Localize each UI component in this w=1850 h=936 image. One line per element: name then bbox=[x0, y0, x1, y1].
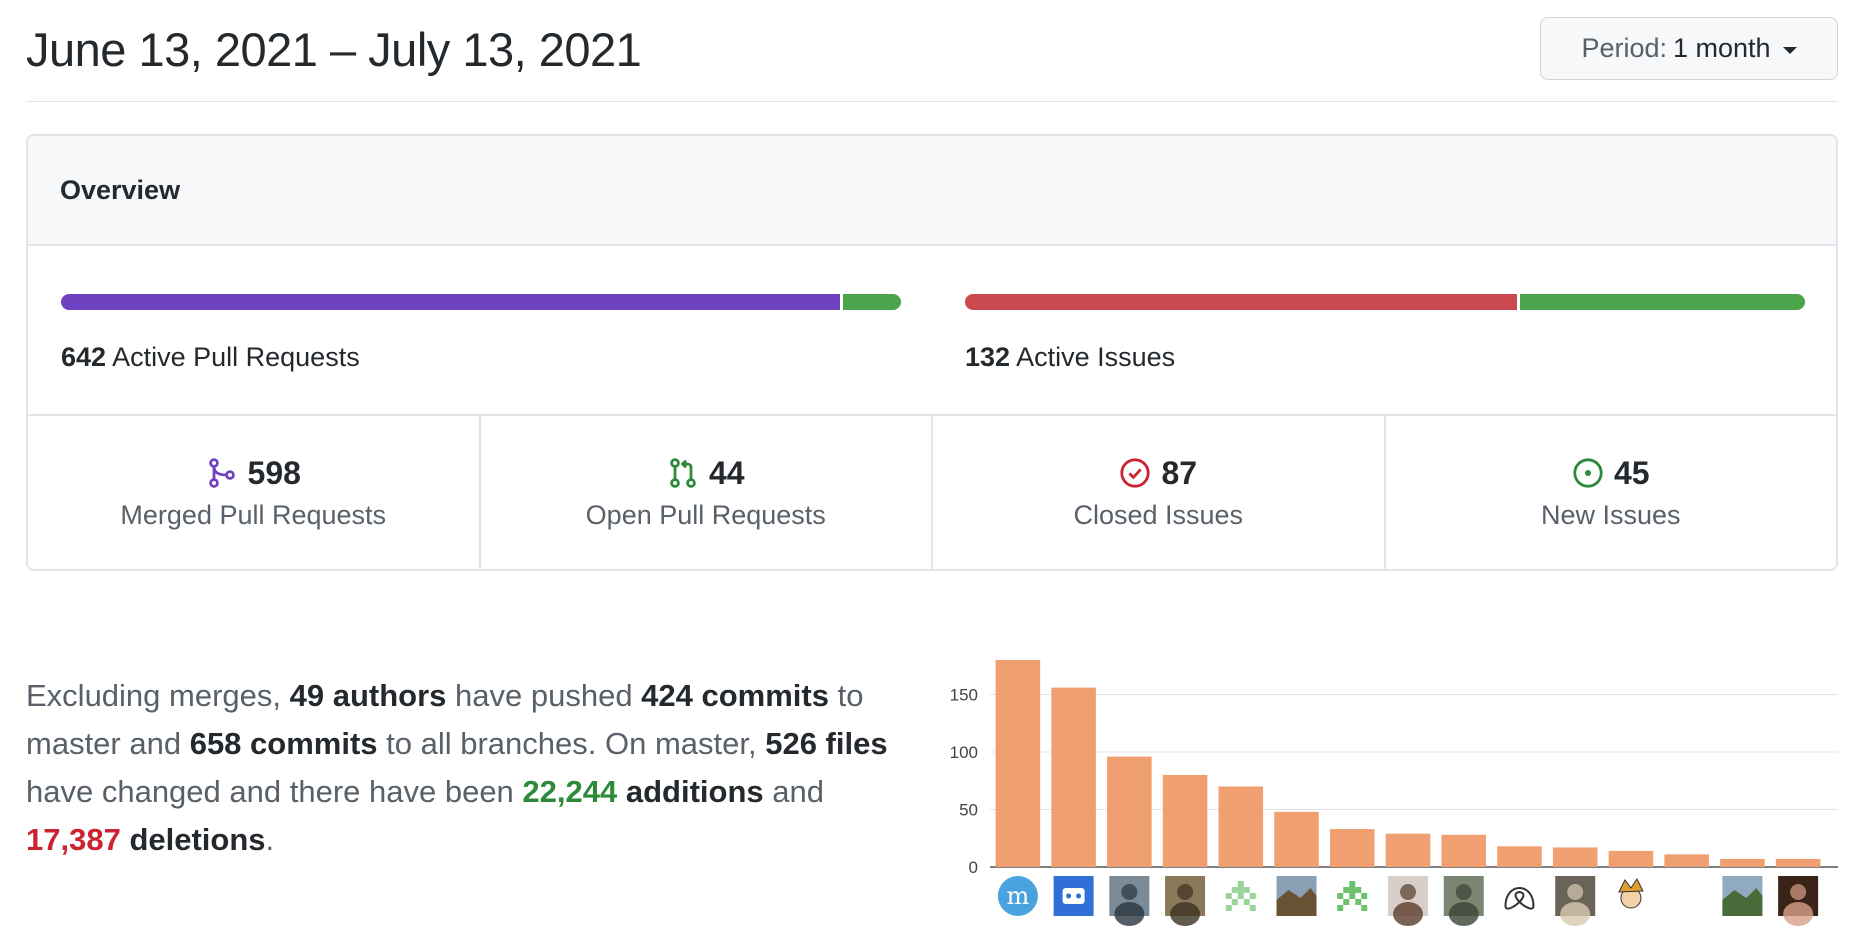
overview-panel: Overview 642 Active Pull Requests 132 Ac… bbox=[26, 134, 1838, 571]
active-pull-requests-label: Active Pull Requests bbox=[112, 342, 360, 372]
contributor-bar[interactable] bbox=[1329, 829, 1375, 867]
pull-request-icon bbox=[670, 458, 696, 488]
new-issues-label: New Issues bbox=[1540, 499, 1681, 530]
contributor-bar[interactable] bbox=[1274, 811, 1319, 867]
pull-requests-progress-bar[interactable] bbox=[61, 294, 901, 310]
additions-label: additions bbox=[625, 774, 764, 809]
open-prs-label: Open Pull Requests bbox=[585, 499, 826, 530]
contributor-avatar[interactable] bbox=[1109, 876, 1150, 926]
contributor-bar[interactable] bbox=[1608, 850, 1654, 867]
contributor-bar[interactable] bbox=[1552, 847, 1598, 867]
contributor-avatar[interactable] bbox=[1053, 876, 1094, 916]
contributor-avatar[interactable] bbox=[1276, 876, 1317, 916]
files-changed-count: 526 files bbox=[765, 726, 888, 761]
additions-count: 22,244 bbox=[522, 774, 618, 809]
contributor-bar[interactable] bbox=[1051, 687, 1096, 867]
deletions-count: 17,387 bbox=[26, 822, 121, 857]
merged-prs-value: 598 bbox=[247, 454, 301, 491]
contributor-avatar[interactable] bbox=[1443, 876, 1484, 926]
contributor-bar[interactable] bbox=[995, 660, 1041, 867]
stat-closed-issues[interactable]: 87 Closed Issues bbox=[933, 416, 1386, 569]
summary-text: have pushed bbox=[446, 678, 642, 713]
active-issues-count: 132 bbox=[965, 342, 1011, 372]
y-tick-label: 50 bbox=[959, 801, 978, 820]
date-range-title: June 13, 2021 – July 13, 2021 bbox=[26, 23, 642, 76]
contributor-avatar[interactable] bbox=[1666, 876, 1707, 916]
contributor-bar[interactable] bbox=[1441, 834, 1487, 867]
contributor-bar[interactable] bbox=[1218, 786, 1264, 868]
contributor-avatar[interactable] bbox=[1332, 876, 1373, 916]
all-branches-commits-count: 658 commits bbox=[189, 726, 378, 761]
contributor-avatar[interactable] bbox=[1610, 876, 1651, 916]
issue-closed-icon bbox=[1120, 458, 1151, 488]
contributor-avatar[interactable] bbox=[1555, 876, 1596, 926]
contributor-bar[interactable] bbox=[1107, 756, 1152, 867]
y-tick-label: 150 bbox=[950, 686, 978, 705]
commit-summary: Excluding merges, 49 authors have pushed… bbox=[26, 672, 926, 864]
summary-text: . bbox=[265, 822, 275, 857]
contributor-bar[interactable] bbox=[1497, 846, 1542, 867]
overview-title: Overview bbox=[28, 136, 1836, 246]
merged-prs-segment bbox=[61, 294, 841, 310]
closed-issues-segment bbox=[965, 294, 1517, 310]
contributor-bar[interactable] bbox=[1162, 775, 1208, 867]
y-tick-label: 0 bbox=[969, 858, 978, 877]
open-prs-value: 44 bbox=[708, 454, 745, 491]
new-issues-segment bbox=[1519, 294, 1805, 310]
summary-text: and bbox=[763, 774, 824, 809]
contributor-avatar[interactable] bbox=[1722, 876, 1763, 916]
contributors-bar-chart-svg: 0 50 100 150 m bbox=[950, 660, 1838, 926]
active-issues-caption[interactable]: 132 Active Issues bbox=[965, 342, 1175, 373]
contributor-avatar[interactable] bbox=[1220, 876, 1261, 916]
overview-stats: 598 Merged Pull Requests 44 Open Pull Re… bbox=[28, 416, 1836, 569]
active-pull-requests-count: 642 bbox=[61, 342, 107, 372]
merge-icon bbox=[208, 458, 235, 488]
summary-text: have changed and there have been bbox=[26, 774, 523, 809]
contributor-avatar[interactable] bbox=[1165, 876, 1206, 926]
page-header: June 13, 2021 – July 13, 2021 Period: 1 … bbox=[26, 0, 1838, 102]
contributor-bar[interactable] bbox=[1664, 854, 1709, 867]
closed-issues-value: 87 bbox=[1161, 454, 1198, 491]
overview-progress-section: 642 Active Pull Requests 132 Active Issu… bbox=[28, 246, 1836, 416]
summary-text: to master and bbox=[26, 678, 864, 761]
contributor-bar[interactable] bbox=[1775, 858, 1821, 867]
new-issues-value: 45 bbox=[1613, 454, 1650, 491]
contributor-bar[interactable] bbox=[1720, 858, 1765, 867]
contributor-avatar[interactable] bbox=[1778, 876, 1819, 926]
contributor-avatar[interactable] bbox=[1388, 876, 1428, 926]
contributor-avatar[interactable]: m bbox=[997, 876, 1038, 916]
svg-text:m: m bbox=[1006, 882, 1029, 910]
period-dropdown-button[interactable]: Period: 1 month bbox=[1540, 17, 1838, 80]
active-pull-requests-caption[interactable]: 642 Active Pull Requests bbox=[61, 342, 360, 373]
caret-down-icon bbox=[1782, 46, 1797, 54]
summary-text: Excluding merges, bbox=[26, 678, 290, 713]
contributors-commit-chart: 0 50 100 150 m bbox=[940, 640, 1840, 930]
contributor-avatar[interactable] bbox=[1499, 876, 1540, 916]
summary-text: to all branches. On master, bbox=[377, 726, 766, 761]
contributor-bar[interactable] bbox=[1385, 833, 1431, 867]
stat-merged-pull-requests[interactable]: 598 Merged Pull Requests bbox=[28, 416, 481, 569]
period-label: Period: bbox=[1581, 33, 1667, 63]
issues-progress-bar[interactable] bbox=[965, 294, 1805, 310]
master-commits-count: 424 commits bbox=[641, 678, 829, 713]
closed-issues-label: Closed Issues bbox=[1073, 499, 1244, 530]
active-issues-label: Active Issues bbox=[1016, 342, 1176, 372]
deletions-label: deletions bbox=[129, 822, 266, 857]
stat-open-pull-requests[interactable]: 44 Open Pull Requests bbox=[481, 416, 933, 569]
merged-prs-label: Merged Pull Requests bbox=[120, 499, 387, 530]
period-value: 1 month bbox=[1673, 33, 1771, 63]
stat-new-issues[interactable]: 45 New Issues bbox=[1386, 416, 1837, 569]
open-prs-segment bbox=[843, 294, 901, 310]
authors-count: 49 authors bbox=[289, 678, 447, 713]
y-tick-label: 100 bbox=[950, 743, 978, 762]
issue-opened-icon bbox=[1573, 458, 1603, 488]
